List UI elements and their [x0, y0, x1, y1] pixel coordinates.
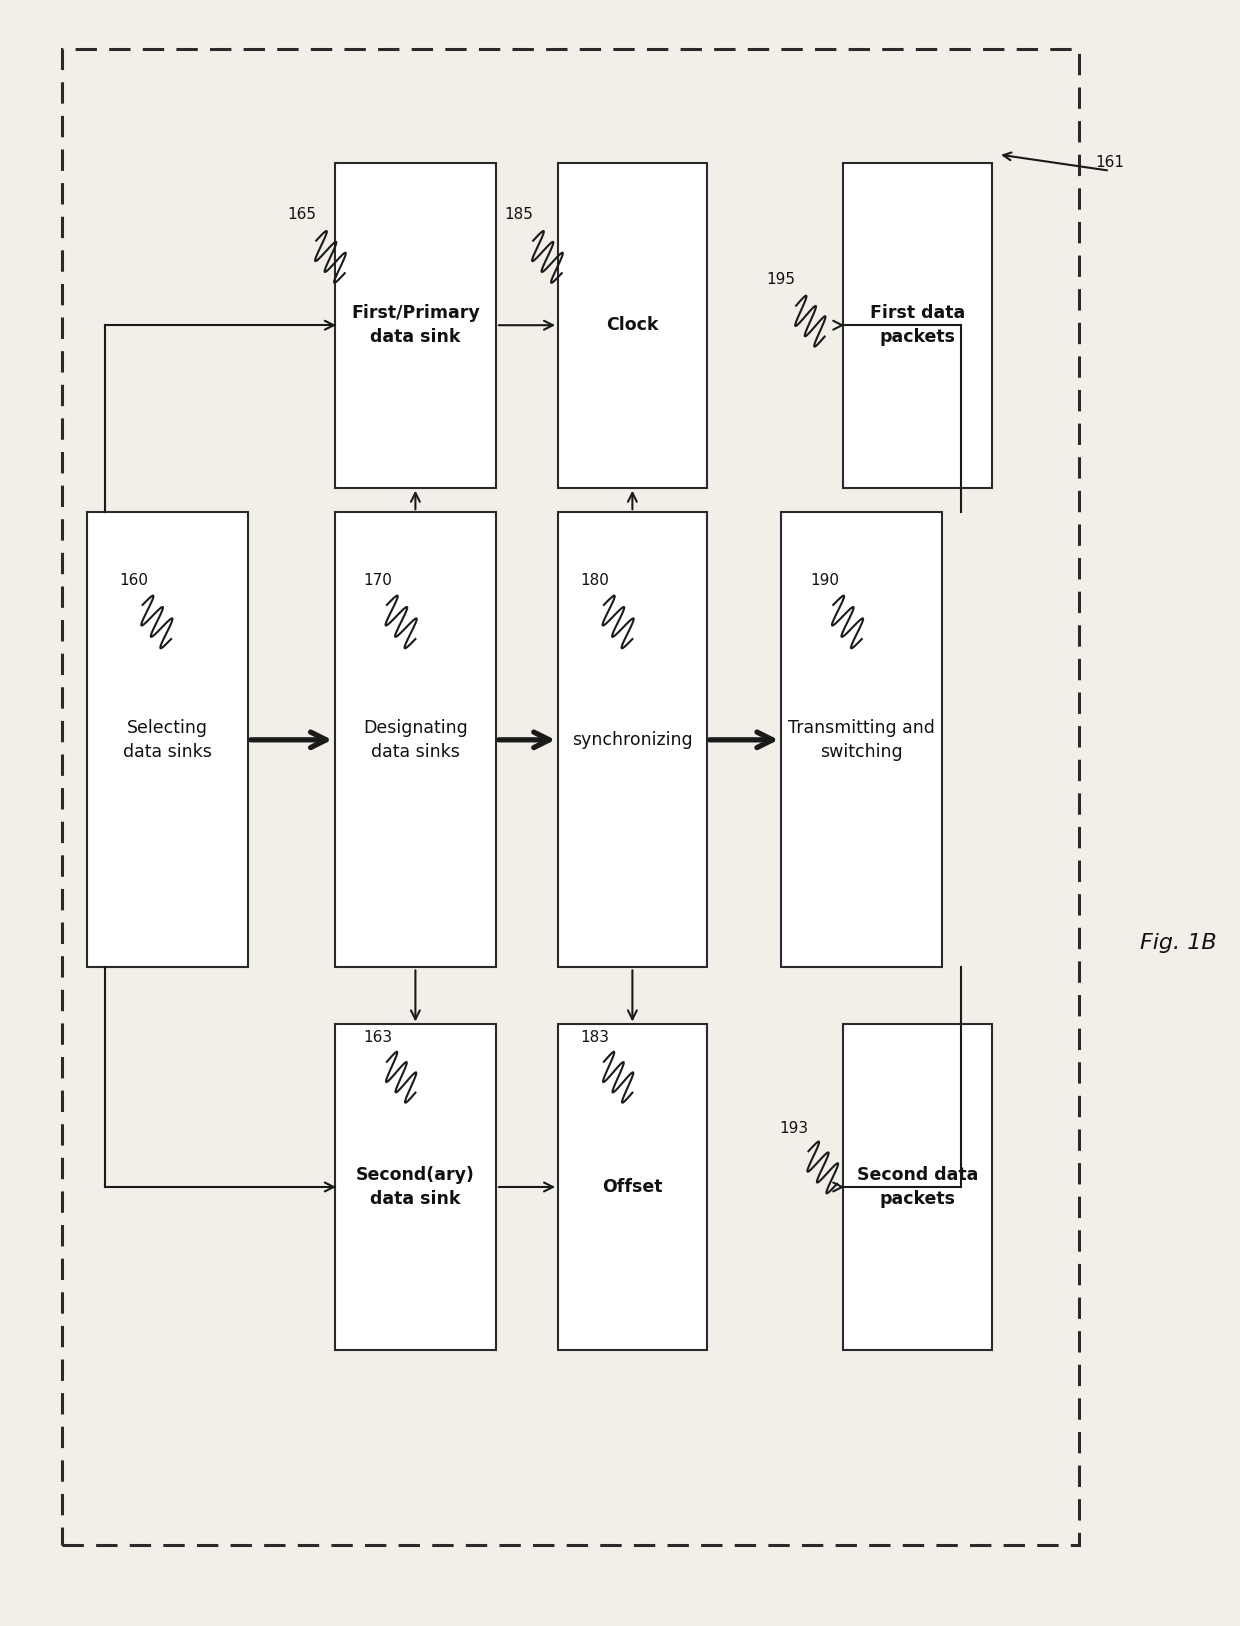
Text: 161: 161	[1095, 154, 1125, 171]
Bar	[558, 512, 707, 967]
Text: 195: 195	[766, 272, 796, 288]
Bar	[87, 512, 248, 967]
Text: Fig. 1B: Fig. 1B	[1140, 933, 1216, 953]
Text: 165: 165	[286, 207, 316, 223]
Text: Designating
data sinks: Designating data sinks	[363, 719, 467, 761]
Bar	[335, 512, 496, 967]
Text: 160: 160	[119, 572, 149, 589]
Bar	[843, 1024, 992, 1350]
Text: Selecting
data sinks: Selecting data sinks	[123, 719, 212, 761]
Bar	[335, 163, 496, 488]
Text: 183: 183	[580, 1029, 610, 1046]
Text: 190: 190	[810, 572, 839, 589]
Text: Second(ary)
data sink: Second(ary) data sink	[356, 1166, 475, 1208]
Bar	[62, 49, 1079, 1545]
Text: Transmitting and
switching: Transmitting and switching	[789, 719, 935, 761]
Text: Second data
packets: Second data packets	[857, 1166, 978, 1208]
Bar	[843, 163, 992, 488]
Text: First/Primary
data sink: First/Primary data sink	[351, 304, 480, 346]
Bar	[335, 1024, 496, 1350]
Bar	[558, 163, 707, 488]
Text: 163: 163	[363, 1029, 393, 1046]
Text: 180: 180	[580, 572, 610, 589]
Text: First data
packets: First data packets	[870, 304, 965, 346]
Text: 185: 185	[503, 207, 533, 223]
Text: 170: 170	[363, 572, 393, 589]
Text: synchronizing: synchronizing	[572, 730, 693, 750]
Bar	[558, 1024, 707, 1350]
Text: Offset: Offset	[603, 1177, 662, 1197]
Bar	[781, 512, 942, 967]
Text: Clock: Clock	[606, 315, 658, 335]
Text: 193: 193	[779, 1120, 808, 1137]
